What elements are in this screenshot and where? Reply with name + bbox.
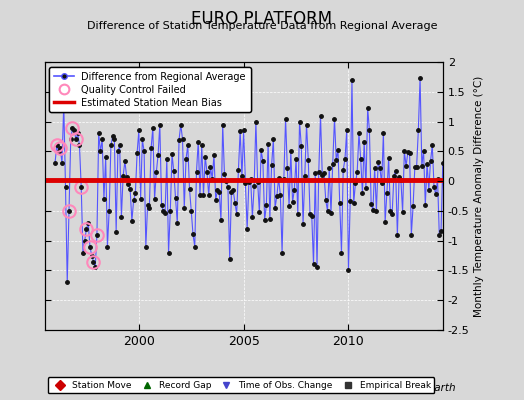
- Y-axis label: Monthly Temperature Anomaly Difference (°C): Monthly Temperature Anomaly Difference (…: [474, 75, 484, 317]
- Legend: Station Move, Record Gap, Time of Obs. Change, Empirical Break: Station Move, Record Gap, Time of Obs. C…: [48, 377, 434, 394]
- Legend: Difference from Regional Average, Quality Control Failed, Estimated Station Mean: Difference from Regional Average, Qualit…: [49, 67, 251, 112]
- Text: Berkeley Earth: Berkeley Earth: [379, 383, 456, 393]
- Text: EURO PLATFORM: EURO PLATFORM: [191, 10, 333, 28]
- Text: Difference of Station Temperature Data from Regional Average: Difference of Station Temperature Data f…: [87, 21, 437, 31]
